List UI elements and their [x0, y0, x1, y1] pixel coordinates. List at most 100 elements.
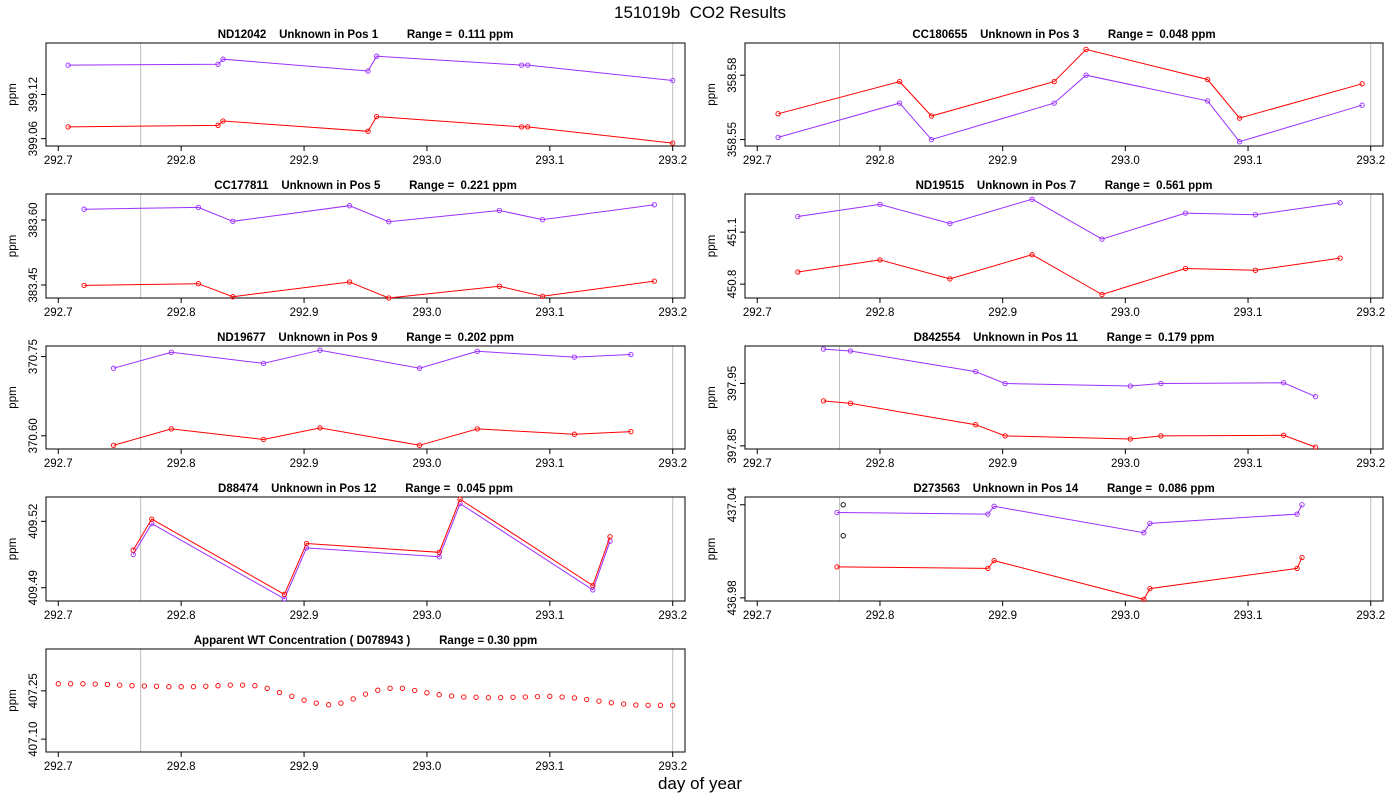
y-tick-label: 370.60: [28, 418, 40, 453]
data-point: [350, 696, 356, 702]
x-tick-label: 293.2: [1356, 458, 1385, 470]
x-tick-label: 293.1: [1234, 155, 1263, 167]
data-point: [1294, 565, 1300, 572]
x-tick-label: 292.7: [44, 610, 73, 622]
data-point: [896, 100, 903, 106]
x-tick-label: 293.1: [535, 458, 564, 470]
x-tick-label: 293.1: [535, 155, 564, 167]
x-tick-label: 292.7: [44, 458, 73, 470]
data-point: [628, 351, 634, 358]
data-point: [215, 683, 221, 689]
data-point: [346, 279, 353, 285]
y-tick-label: 409.49: [28, 570, 40, 605]
x-tick-label: 292.8: [866, 155, 895, 167]
x-tick-label: 292.8: [866, 458, 895, 470]
chart-title: D273563 Unknown in Pos 14 Range = 0.086 …: [913, 483, 1214, 495]
series-line-purple: [68, 55, 673, 81]
series-line-purple: [132, 502, 611, 600]
data-point: [1147, 585, 1153, 592]
data-point: [1141, 596, 1147, 603]
data-point: [317, 425, 323, 431]
x-tick-label: 292.8: [167, 307, 196, 319]
x-axis-label: day of year: [657, 774, 743, 793]
x-tick-label: 293.1: [1234, 610, 1263, 622]
data-point: [496, 283, 503, 289]
y-tick-label: 407.25: [28, 673, 40, 708]
series-line-purple: [823, 348, 1316, 398]
data-point: [525, 124, 531, 130]
data-point: [92, 681, 98, 687]
series-line-red: [836, 557, 1303, 600]
x-tick-label: 293.2: [658, 761, 687, 773]
x-tick-label: 292.7: [44, 307, 73, 319]
chart-panel: D273563 Unknown in Pos 14 Range = 0.086 …: [706, 483, 1385, 622]
data-point: [386, 295, 392, 301]
data-point: [260, 436, 267, 443]
chart-panel: CC180655 Unknown in Pos 3 Range = 0.048 …: [706, 29, 1385, 167]
x-tick-label: 293.2: [658, 307, 687, 319]
x-tick-label: 292.9: [290, 155, 319, 167]
series-line-red: [797, 254, 1341, 296]
series-line-red: [132, 498, 611, 596]
data-point: [596, 698, 602, 704]
data-point: [104, 681, 111, 688]
y-axis-label: ppm: [7, 235, 19, 257]
data-point: [947, 276, 953, 282]
y-axis-label: ppm: [706, 83, 718, 105]
data-point: [230, 218, 236, 224]
plot-frame: [744, 496, 1384, 602]
x-tick-label: 292.7: [44, 761, 73, 773]
plot-frame: [744, 42, 1384, 147]
data-point: [820, 346, 827, 352]
chart-title: D842554 Unknown in Pos 11 Range = 0.179 …: [914, 332, 1215, 344]
x-tick-label: 293.2: [658, 610, 687, 622]
data-point: [1029, 196, 1035, 202]
data-point: [608, 700, 614, 706]
data-point: [840, 533, 846, 539]
plot-frame: [45, 496, 686, 602]
data-point: [346, 203, 353, 209]
data-point: [539, 216, 546, 223]
y-tick-label: 436.98: [727, 580, 739, 615]
x-tick-label: 292.9: [988, 155, 1017, 167]
x-tick-label: 292.7: [743, 307, 772, 319]
data-point: [571, 354, 578, 360]
x-tick-label: 293.0: [413, 610, 442, 622]
data-point: [877, 257, 883, 263]
data-point: [1127, 436, 1133, 442]
x-tick-label: 293.2: [1356, 155, 1385, 167]
chart-title: Apparent WT Concentration ( D078943 ) Ra…: [194, 635, 537, 647]
data-point: [539, 293, 546, 299]
y-axis-label: ppm: [706, 235, 718, 257]
data-point: [129, 683, 135, 689]
data-point: [215, 61, 221, 67]
data-point: [80, 681, 86, 687]
x-tick-label: 293.0: [413, 307, 442, 319]
data-point: [1299, 502, 1305, 508]
x-tick-label: 292.8: [167, 761, 196, 773]
chart-panel: ND12042 Unknown in Pos 1 Range = 0.111 p…: [7, 29, 687, 167]
y-tick-label: 397.85: [727, 428, 739, 463]
data-point: [1127, 383, 1133, 389]
data-point: [227, 682, 233, 688]
chart-panel: Apparent WT Concentration ( D078943 ) Ra…: [7, 635, 687, 773]
data-point: [373, 113, 380, 120]
data-point: [178, 684, 184, 690]
chart-title: ND12042 Unknown in Pos 1 Range = 0.111 p…: [218, 29, 514, 41]
data-point: [928, 136, 935, 143]
x-tick-label: 292.8: [167, 610, 196, 622]
data-point: [1280, 380, 1287, 386]
data-point: [81, 282, 87, 289]
data-point: [1051, 78, 1057, 85]
data-point: [973, 422, 979, 428]
data-point: [1141, 530, 1147, 536]
series-line-purple: [777, 74, 1363, 143]
data-point: [195, 281, 202, 287]
data-point: [1002, 380, 1008, 387]
data-point: [301, 697, 307, 703]
data-point: [1280, 432, 1287, 438]
chart-title: CC180655 Unknown in Pos 3 Range = 0.048 …: [912, 29, 1215, 41]
data-point: [461, 694, 467, 700]
data-point: [525, 62, 531, 68]
